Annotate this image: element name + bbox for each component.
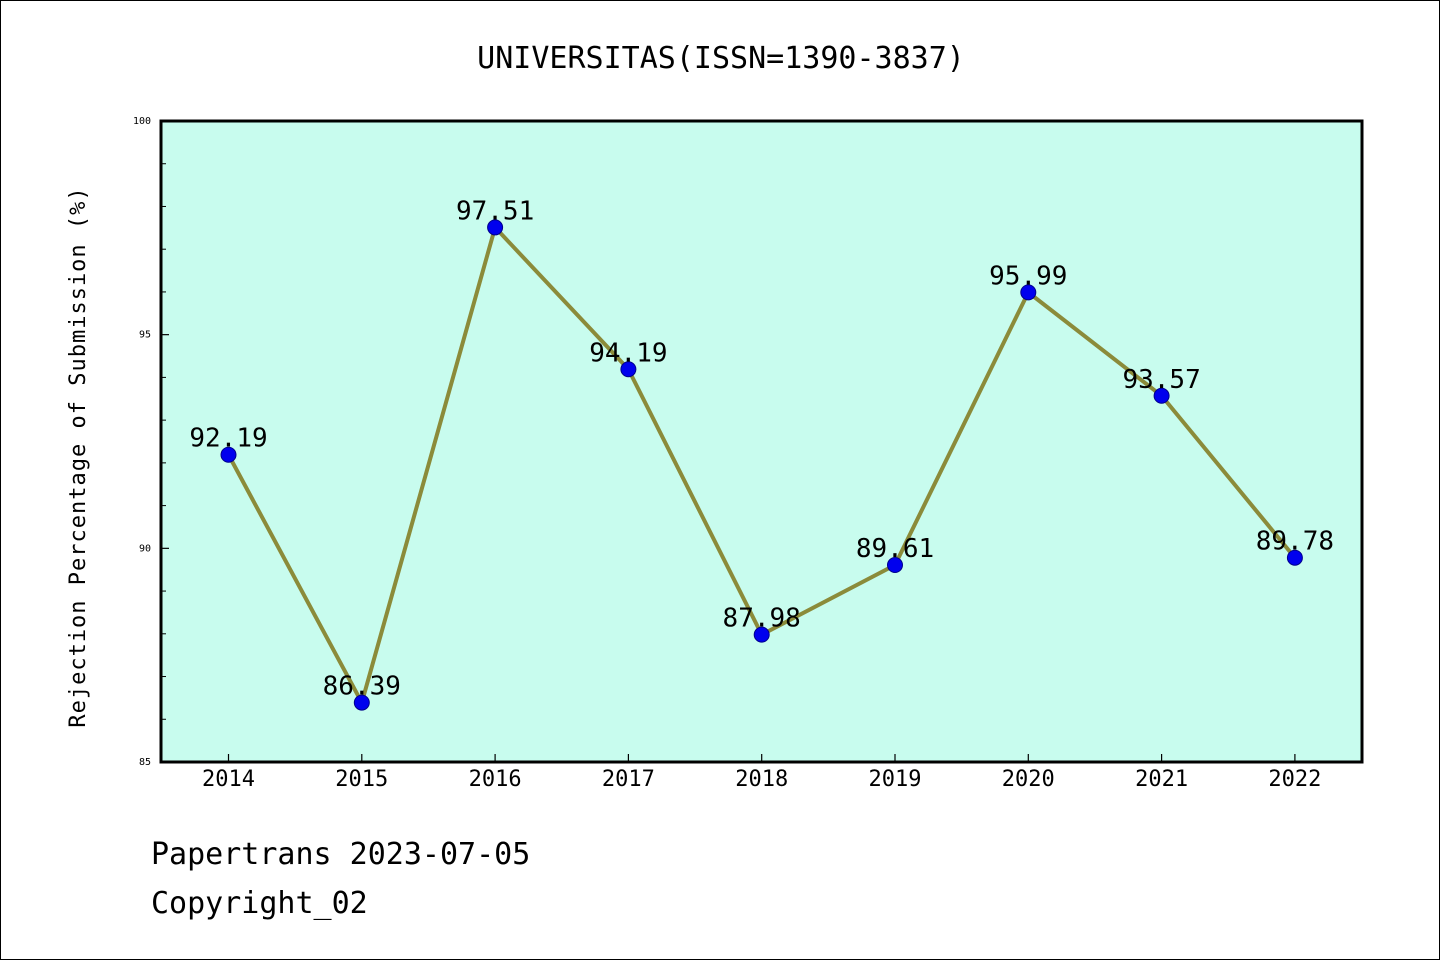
data-point — [753, 626, 770, 643]
data-label: 97.51 — [456, 196, 534, 226]
y-tick-label: 85 — [139, 757, 151, 768]
y-axis-ticks — [161, 120, 169, 763]
data-label: 89.78 — [1256, 527, 1334, 557]
source-note: Papertrans 2023-07-05 — [151, 837, 531, 872]
data-label: 87.98 — [723, 604, 801, 634]
plot-area — [159, 119, 1364, 764]
x-axis-ticks — [227, 754, 1296, 762]
chart-title: UNIVERSITAS(ISSN=1390-3837) — [477, 41, 965, 76]
x-axis-tick-labels: 2014 2015 2016 2017 2018 2019 2020 2021 2022 — [202, 767, 1321, 792]
data-point — [1153, 387, 1170, 404]
data-point — [487, 219, 504, 236]
x-tick-label: 2019 — [869, 767, 922, 792]
x-tick-label: 2020 — [1002, 767, 1055, 792]
x-tick-label: 2022 — [1268, 767, 1321, 792]
data-point — [220, 446, 237, 463]
x-tick-label: 2015 — [335, 767, 388, 792]
data-label: 86.39 — [323, 672, 401, 702]
data-point — [353, 694, 370, 711]
y-axis-tick-labels: 85 90 95 100 — [133, 116, 151, 768]
x-tick-label: 2017 — [602, 767, 655, 792]
x-tick-label: 2014 — [202, 767, 255, 792]
data-points — [220, 219, 1303, 711]
data-label: 92.19 — [189, 424, 267, 454]
data-label: 94.19 — [589, 338, 667, 368]
y-axis-label: Rejection Percentage of Submission (%) — [66, 186, 91, 727]
y-tick-label: 95 — [139, 330, 151, 341]
copyright-note: Copyright_02 — [151, 886, 368, 921]
data-point — [1020, 284, 1037, 301]
data-point — [620, 361, 637, 378]
data-labels: 92.19 86.39 97.51 94.19 87.98 89.61 95.99 93.57… — [189, 196, 1334, 701]
y-tick-label: 100 — [133, 116, 151, 127]
x-tick-label: 2016 — [469, 767, 522, 792]
data-point — [887, 556, 903, 573]
data-label: 89.61 — [856, 534, 934, 564]
x-tick-label: 2021 — [1135, 767, 1188, 792]
x-tick-label: 2018 — [735, 767, 788, 792]
y-tick-label: 90 — [139, 543, 151, 554]
data-point — [1286, 549, 1303, 566]
data-label: 93.57 — [1122, 365, 1200, 395]
data-label: 95.99 — [989, 261, 1067, 291]
